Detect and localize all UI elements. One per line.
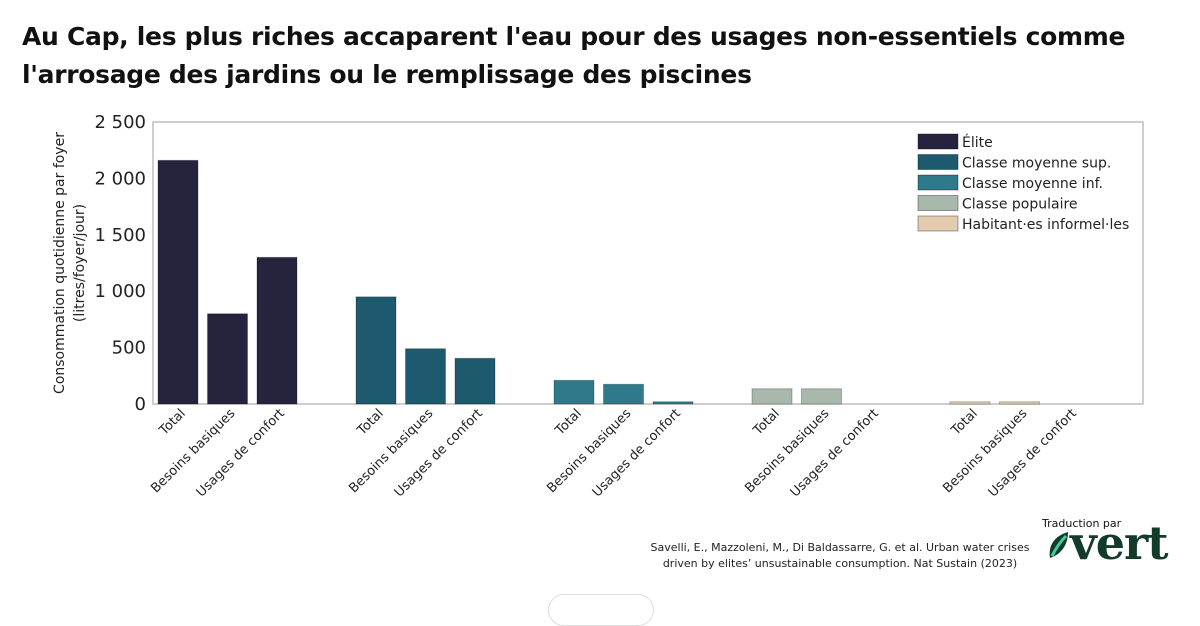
y-tick-label: 500 [112,338,146,359]
bar [949,401,991,405]
vert-logo-text[interactable]: vert [1070,516,1168,570]
y-tick-label: 2 500 [94,112,146,133]
y-axis-title: Consommation quotidienne par foyer (litr… [52,132,88,394]
x-tick-label: Total [750,406,783,439]
y-axis: 0 500 1 000 1 500 2 000 2 500 [94,112,146,415]
leaf-icon [1049,532,1068,558]
legend: Élite Classe moyenne sup. Classe moyenne i… [917,133,1129,233]
y-tick-label: 2 000 [94,168,146,189]
chart-title: Au Cap, les plus riches accaparent l'eau… [22,22,1126,89]
bar [454,357,496,405]
y-axis-title-line1: Consommation quotidienne par foyer [52,132,68,394]
plot-frame [152,121,1144,405]
x-tick-label: Total [948,406,981,439]
bar [652,401,694,405]
x-tick-label: Total [354,406,387,439]
bar [355,296,397,405]
bar [553,379,595,405]
source-citation: Savelli, E., Mazzoleni, M., Di Baldassar… [640,540,1040,572]
x-tick-label: Besoins basiques [742,406,832,496]
x-tick-label: Total [156,406,189,439]
bar [405,348,446,405]
bar [256,256,298,405]
x-tick-label: Besoins basiques [346,406,436,496]
legend-label: Classe moyenne sup. [962,156,1111,172]
legend-label: Classe moyenne inf. [962,176,1103,192]
x-tick-label: Total [552,406,585,439]
legend-label: Classe populaire [962,197,1078,213]
x-tick-label: Usages de confort [788,406,882,500]
x-tick-label: Besoins basiques [940,406,1030,496]
legend-swatch [917,195,959,211]
y-tick-label: 1 000 [94,281,146,302]
bar [999,401,1040,405]
scroll-up-button[interactable] [548,594,654,626]
legend-swatch [917,133,959,150]
bars [157,159,1040,405]
bar [603,383,644,405]
y-tick-label: 0 [135,394,146,415]
source-line-1: Savelli, E., Mazzoleni, M., Di Baldassar… [650,541,1030,554]
legend-swatch [917,154,959,170]
bar [207,313,248,405]
x-tick-label: Usages de confort [986,406,1080,500]
x-tick-label: Usages de confort [392,406,486,500]
legend-label: Habitant·es informel·les [962,217,1129,233]
bar [157,159,199,405]
bar [801,388,842,405]
legend-label: Élite [962,134,993,151]
y-axis-title-line2: (litres/foyer/jour) [72,204,88,322]
x-tick-label: Usages de confort [590,406,684,500]
x-tick-label: Besoins basiques [544,406,634,496]
translation-credit: Traduction par [1042,517,1122,530]
x-tick-label: Usages de confort [194,406,288,500]
x-tick-label: Besoins basiques [148,406,238,496]
bar [751,388,793,405]
legend-swatch [917,174,959,191]
y-tick-label: 1 500 [94,225,146,246]
source-line-2: driven by elites’ unsustainable consumpt… [662,557,1018,570]
legend-swatch [917,215,959,232]
